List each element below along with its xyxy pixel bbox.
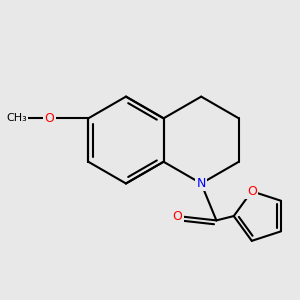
Text: O: O <box>44 112 54 125</box>
Text: N: N <box>196 177 206 190</box>
Text: O: O <box>247 185 257 198</box>
Text: O: O <box>172 210 182 223</box>
Text: CH₃: CH₃ <box>6 113 27 123</box>
